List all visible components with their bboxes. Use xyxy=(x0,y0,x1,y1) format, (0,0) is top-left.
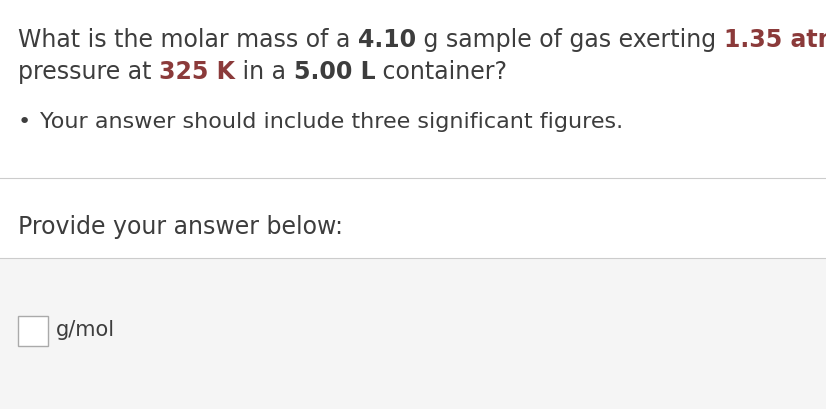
Text: g sample of gas exerting: g sample of gas exerting xyxy=(416,28,724,52)
Text: 5.00 L: 5.00 L xyxy=(293,60,375,84)
Bar xyxy=(0,258,826,409)
Text: container?: container? xyxy=(375,60,507,84)
Text: 1.35 atm: 1.35 atm xyxy=(724,28,826,52)
Text: 4.10: 4.10 xyxy=(358,28,416,52)
Text: Your answer should include three significant figures.: Your answer should include three signifi… xyxy=(40,112,623,132)
Bar xyxy=(18,316,48,346)
Text: 325 K: 325 K xyxy=(159,60,235,84)
Text: pressure at: pressure at xyxy=(18,60,159,84)
Text: in a: in a xyxy=(235,60,293,84)
Text: Provide your answer below:: Provide your answer below: xyxy=(18,215,343,239)
Text: What is the molar mass of a: What is the molar mass of a xyxy=(18,28,358,52)
Text: g/mol: g/mol xyxy=(56,320,115,340)
Text: •: • xyxy=(18,112,31,132)
